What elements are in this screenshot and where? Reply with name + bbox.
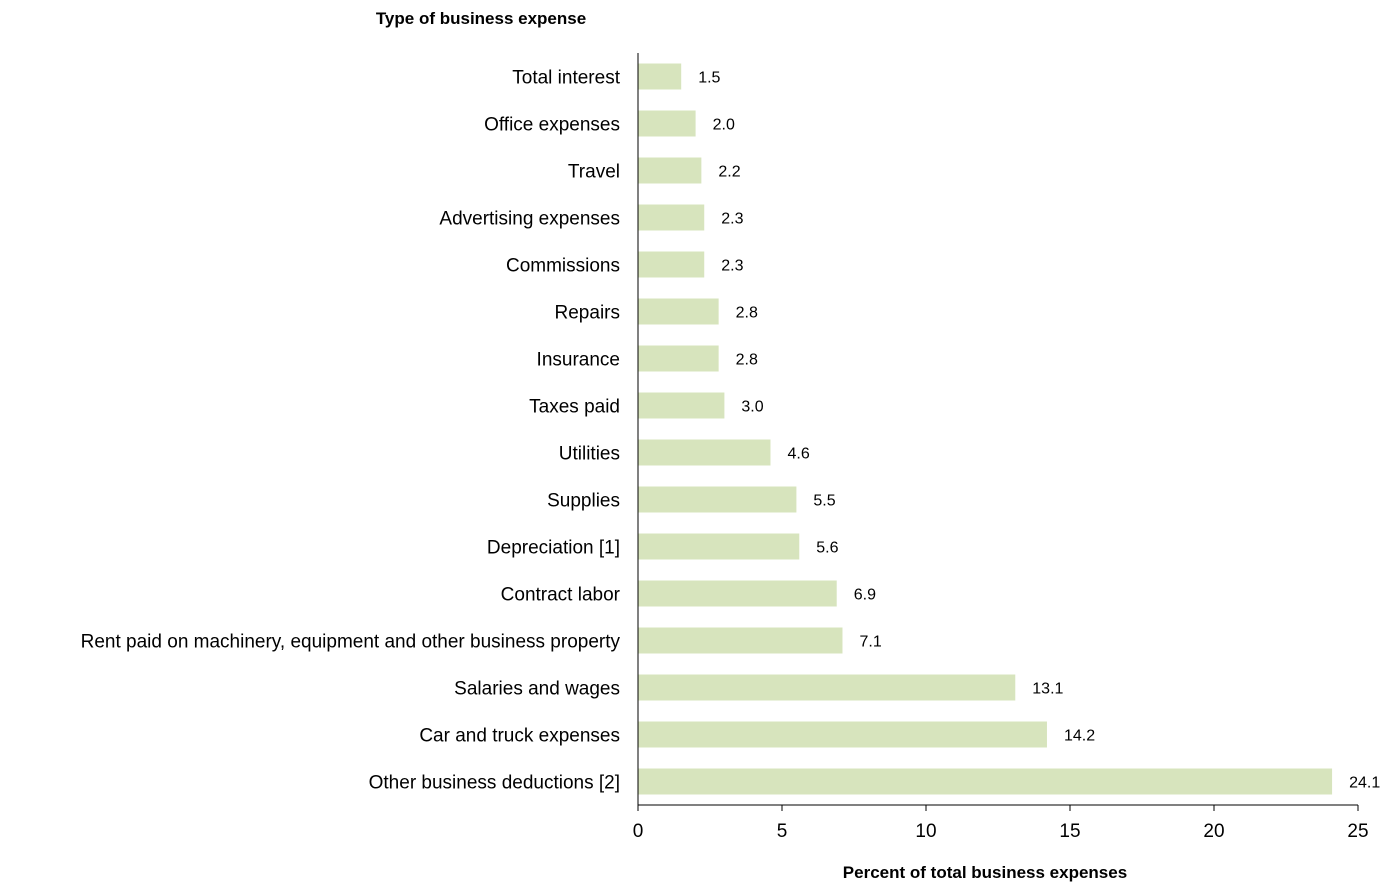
- data-label: 2.8: [736, 352, 758, 369]
- bar: [638, 157, 702, 184]
- category-label: Salaries and wages: [454, 679, 620, 700]
- x-tick-label: 25: [1347, 821, 1368, 842]
- category-label: Depreciation [1]: [487, 538, 620, 559]
- category-label: Commissions: [506, 256, 620, 277]
- category-label: Rent paid on machinery, equipment and ot…: [81, 632, 621, 653]
- category-labels-layer: Total interest Office expenses Travel Adver…: [81, 68, 621, 794]
- data-label: 2.3: [721, 211, 743, 228]
- x-tick-label: 15: [1059, 821, 1080, 842]
- category-label: Advertising expenses: [439, 209, 620, 230]
- category-label: Total interest: [512, 68, 620, 89]
- bar: [638, 110, 696, 137]
- category-label: Travel: [568, 162, 620, 183]
- bar: [638, 392, 725, 419]
- bar: [638, 580, 837, 607]
- category-label: Contract labor: [501, 585, 621, 606]
- bars-layer: [638, 63, 1333, 795]
- data-label: 2.2: [718, 164, 740, 181]
- value-labels-layer: 1.5 2.0 2.2 2.3 2.3 2.8 2.8 3.0 4.6 5.5 5.6 6.9 7.1 1…: [698, 70, 1380, 792]
- data-label: 2.8: [736, 305, 758, 322]
- bar: [638, 721, 1047, 748]
- data-label: 5.5: [813, 493, 835, 510]
- data-label: 6.9: [854, 587, 876, 604]
- x-tick-label: 0: [633, 821, 644, 842]
- bar: [638, 768, 1333, 795]
- data-label: 2.0: [713, 117, 735, 134]
- data-label: 4.6: [787, 446, 809, 463]
- bar: [638, 298, 719, 325]
- x-tick-label: 20: [1203, 821, 1224, 842]
- bar: [638, 251, 705, 278]
- y-axis-title: Type of business expense: [376, 9, 586, 28]
- data-label: 13.1: [1032, 681, 1063, 698]
- category-label: Insurance: [537, 350, 620, 371]
- bar: [638, 674, 1016, 701]
- data-label: 2.3: [721, 258, 743, 275]
- category-label: Supplies: [547, 491, 620, 512]
- category-label: Repairs: [555, 303, 620, 324]
- data-label: 3.0: [741, 399, 763, 416]
- bar: [638, 439, 771, 466]
- data-label: 14.2: [1064, 728, 1095, 745]
- data-label: 1.5: [698, 70, 720, 87]
- category-label: Utilities: [559, 444, 620, 465]
- x-ticks-layer: 0 5 10 15 20 25: [633, 805, 1369, 842]
- bar: [638, 486, 797, 513]
- bar: [638, 63, 682, 90]
- data-label: 7.1: [859, 634, 881, 651]
- category-label: Car and truck expenses: [419, 726, 620, 747]
- category-label: Taxes paid: [529, 397, 620, 418]
- bar: [638, 204, 705, 231]
- data-label: 24.1: [1349, 775, 1380, 792]
- bar: [638, 627, 843, 654]
- category-label: Office expenses: [484, 115, 620, 136]
- bar: [638, 533, 800, 560]
- x-tick-label: 5: [777, 821, 788, 842]
- bar: [638, 345, 719, 372]
- category-label: Other business deductions [2]: [369, 773, 620, 794]
- x-axis-title: Percent of total business expenses: [843, 863, 1127, 882]
- x-tick-label: 10: [915, 821, 936, 842]
- data-label: 5.6: [816, 540, 838, 557]
